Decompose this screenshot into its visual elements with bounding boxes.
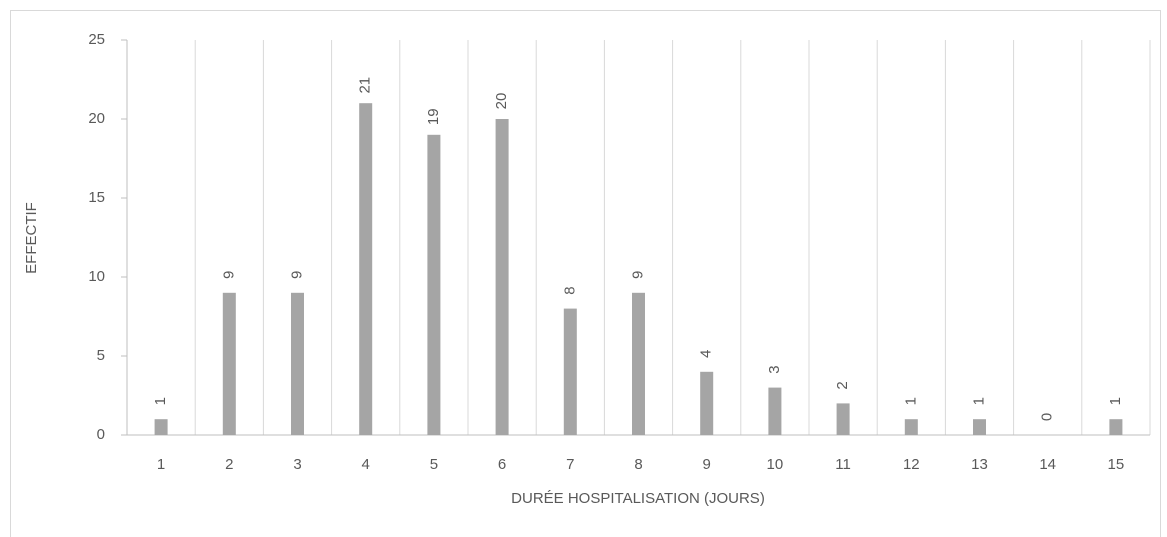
data-label: 21	[357, 77, 374, 94]
bar	[359, 103, 373, 435]
y-tick-label: 20	[88, 110, 105, 127]
data-label: 2	[834, 381, 851, 389]
x-tick-label: 2	[225, 456, 233, 473]
chart-border	[10, 10, 1161, 537]
data-label: 8	[561, 286, 578, 294]
x-tick-label: 7	[566, 456, 574, 473]
x-tick-label: 4	[362, 456, 370, 473]
bar	[973, 419, 986, 435]
data-label: 1	[152, 397, 169, 405]
data-label: 1	[902, 397, 919, 405]
x-tick-label: 14	[1039, 456, 1056, 473]
data-label: 4	[698, 350, 715, 358]
y-axis-label: EFFECTIF	[23, 202, 40, 274]
x-tick-label: 1	[157, 456, 165, 473]
bar	[768, 387, 782, 435]
y-tick-label: 25	[88, 31, 105, 48]
x-tick-label: 12	[903, 456, 920, 473]
x-tick-label: 10	[767, 456, 784, 473]
x-axis-label: DURÉE HOSPITALISATION (JOURS)	[511, 490, 765, 507]
y-tick-label: 15	[88, 189, 105, 206]
x-tick-label: 6	[498, 456, 506, 473]
bar	[1109, 419, 1123, 435]
y-tick-label: 0	[97, 426, 105, 443]
data-label: 0	[1039, 413, 1056, 421]
bar	[904, 419, 918, 435]
data-label: 9	[220, 271, 237, 279]
x-tick-label: 15	[1108, 456, 1125, 473]
x-tick-label: 5	[430, 456, 438, 473]
bar	[427, 134, 441, 436]
bar	[700, 371, 714, 435]
y-tick-label: 10	[88, 268, 105, 285]
bar	[632, 292, 645, 435]
data-label: 9	[629, 271, 646, 279]
bar	[836, 403, 850, 435]
bar	[154, 419, 168, 435]
x-tick-label: 3	[293, 456, 301, 473]
x-tick-label: 11	[835, 456, 851, 473]
data-label: 20	[493, 93, 510, 110]
data-label: 19	[425, 108, 442, 125]
data-label: 3	[766, 365, 783, 373]
data-label: 1	[1107, 397, 1124, 405]
x-tick-label: 13	[971, 456, 988, 473]
data-label: 9	[288, 271, 305, 279]
bar	[291, 292, 304, 435]
bar	[222, 292, 236, 435]
bar	[563, 308, 577, 435]
data-label: 1	[970, 397, 987, 405]
x-tick-label: 9	[703, 456, 711, 473]
bar	[495, 119, 509, 435]
x-tick-label: 8	[634, 456, 642, 473]
y-tick-label: 5	[97, 347, 105, 364]
